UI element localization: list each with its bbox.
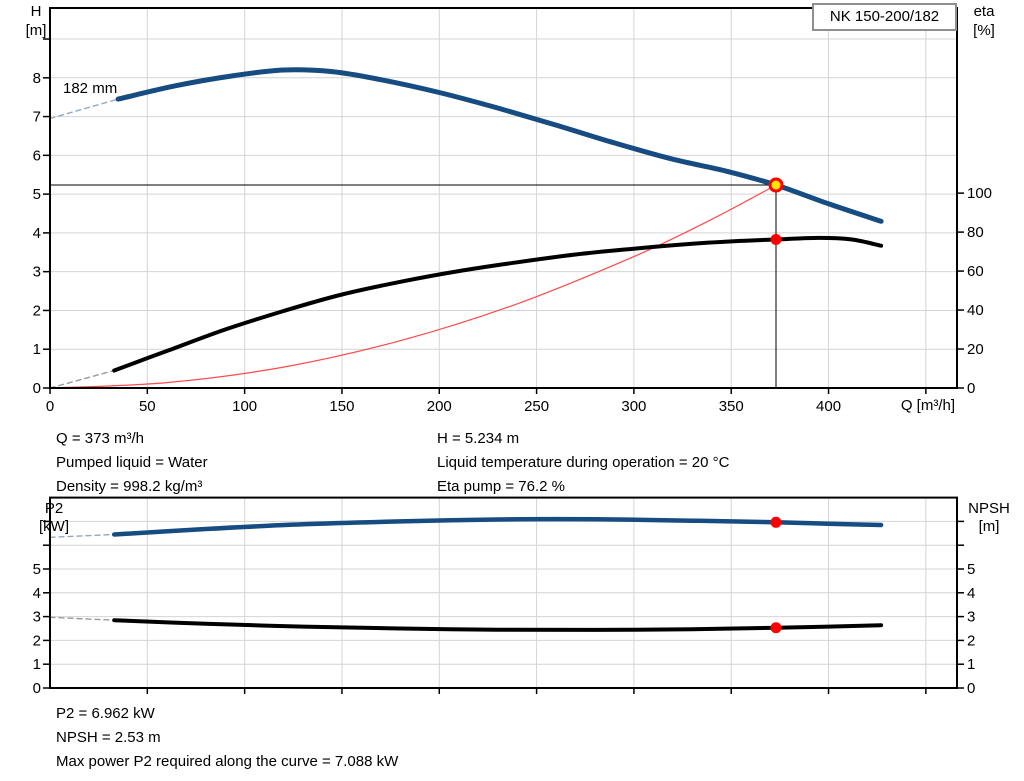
npsh-curve [112, 618, 884, 632]
npsh-axis-title: NPSH [m] [960, 500, 1018, 536]
eta-axis-title: eta [%] [962, 2, 1006, 40]
eta-axis-unit: [%] [973, 22, 995, 39]
y-right-tick-label: 40 [967, 302, 984, 319]
y-left-tick-label: 4 [33, 225, 41, 242]
p2-curve [111, 516, 884, 537]
y-right-tick-label: 20 [967, 341, 984, 358]
npsh-axis-label: NPSH [968, 500, 1010, 517]
performance-curve-chart: 0 50 100 150 200 250 300 350 4000123456780204060… [33, 7, 992, 415]
x-tick-label: 350 [719, 398, 744, 415]
q-axis-title: Q [m³/h] [900, 397, 955, 414]
h-axis-title: H [m] [16, 2, 56, 40]
x-tick-label: 0 [46, 398, 54, 415]
y-right-tick-label: 1 [967, 656, 975, 673]
h-axis-unit: [m] [25, 22, 47, 39]
p2-axis-label: P2 [44, 500, 64, 517]
pump-curve-extrapolated [49, 98, 119, 120]
npsh-point [770, 622, 782, 634]
duty-point[interactable] [768, 177, 784, 193]
x-tick-label: 250 [524, 398, 549, 415]
conditions-left-column: Q = 373 m³/h Pumped liquid = Water Densi… [56, 427, 208, 499]
power-npsh-chart: 0 1 2 3 4 5 0 1 2 3 4 5 [33, 496, 975, 697]
results-column: P2 = 6.962 kW NPSH = 2.53 m Max power P2… [56, 702, 398, 774]
plot-frame [49, 7, 958, 389]
y-right-tick-label: 2 [967, 632, 975, 649]
y-left-tick-label: 8 [33, 70, 41, 87]
y-left-tick-label: 2 [33, 632, 41, 649]
x-tick-label: 150 [329, 398, 354, 415]
result-p2: P2 = 6.962 kW [56, 705, 155, 722]
p2-curve-extrapolated [49, 533, 115, 538]
npsh-curve-extrapolated [49, 616, 115, 621]
pump-curve [115, 67, 884, 224]
x-tick-label: 300 [621, 398, 646, 415]
y-right-tick-label: 0 [967, 380, 975, 397]
condition-liquid: Pumped liquid = Water [56, 454, 208, 471]
efficiency-curve-extrapolated [49, 369, 115, 389]
y-left-tick-label: 5 [33, 561, 41, 578]
x-tick-label: 100 [232, 398, 257, 415]
x-tick-label: 200 [427, 398, 452, 415]
impeller-diameter-label: 182 mm [63, 80, 118, 97]
y-left-tick-label: 7 [33, 109, 41, 126]
p2-point [770, 516, 782, 528]
y-right-tick-label: 5 [967, 561, 975, 578]
y-left-tick-label: 2 [33, 302, 41, 319]
y-left-tick-label: 5 [33, 186, 41, 203]
p2-axis-unit: [kW] [39, 518, 69, 535]
efficiency-curve [112, 235, 884, 373]
x-tick-label: 50 [139, 398, 156, 415]
y-left-tick-label: 0 [33, 380, 41, 397]
condition-eta: Eta pump = 76.2 % [437, 478, 565, 495]
p2-axis-title: P2 [kW] [28, 500, 80, 536]
y-right-tick-label: 4 [967, 585, 975, 602]
condition-temperature: Liquid temperature during operation = 20… [437, 454, 730, 471]
y-right-tick-label: 3 [967, 609, 975, 626]
condition-head: H = 5.234 m [437, 430, 520, 447]
result-npsh: NPSH = 2.53 m [56, 729, 161, 746]
conditions-right-column: H = 5.234 m Liquid temperature during op… [437, 427, 729, 499]
y-left-tick-label: 1 [33, 341, 41, 358]
y-left-tick-label: 4 [33, 585, 41, 602]
eta-axis-label: eta [973, 3, 995, 20]
result-max-power: Max power P2 required along the curve = … [56, 753, 399, 770]
y-right-tick-label: 100 [967, 185, 992, 202]
y-left-tick-label: 0 [33, 680, 41, 697]
x-tick-label: 400 [816, 398, 841, 415]
condition-flow: Q = 373 m³/h [56, 430, 144, 447]
h-axis-label: H [30, 3, 42, 20]
npsh-axis-unit: [m] [978, 518, 1000, 535]
efficiency-point [770, 234, 782, 246]
condition-density: Density = 998.2 kg/m³ [56, 478, 203, 495]
y-left-tick-label: 1 [33, 656, 41, 673]
y-left-tick-label: 3 [33, 609, 41, 626]
y-left-tick-label: 3 [33, 264, 41, 281]
y-left-tick-label: 6 [33, 147, 41, 164]
system-curve [49, 184, 777, 389]
y-right-tick-label: 80 [967, 224, 984, 241]
y-right-tick-label: 60 [967, 263, 984, 280]
y-right-tick-label: 0 [967, 680, 975, 697]
pump-model-box: NK 150-200/182 [812, 3, 957, 31]
